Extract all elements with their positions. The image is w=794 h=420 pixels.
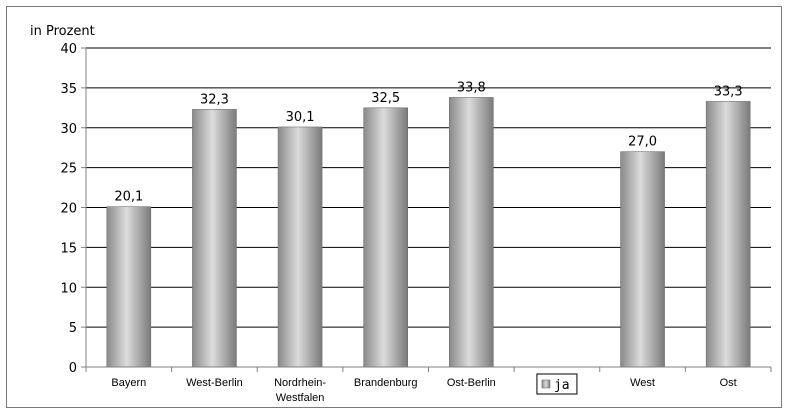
x-category-label: Nordrhein-: [274, 377, 326, 389]
data-label: 30,1: [286, 110, 315, 125]
bar-west-berlin: [192, 109, 237, 368]
x-axis-categories: Bayern West-Berlin Nordrhein- Westfalen Bran…: [111, 377, 736, 404]
y-axis-label: in Prozent: [30, 24, 95, 39]
x-category-label: West-Berlin: [186, 377, 243, 389]
y-tick-label: 5: [69, 321, 77, 336]
data-label: 32,5: [371, 91, 400, 106]
legend: ja: [536, 373, 578, 395]
bar-ost: [705, 101, 751, 368]
data-labels: 20,1 32,3 30,1 32,5 33,8 27,0 33,3: [114, 80, 742, 204]
data-label: 27,0: [628, 135, 657, 150]
gridlines: [86, 47, 771, 328]
y-tick-label: 35: [60, 82, 77, 97]
legend-label: ja: [554, 378, 570, 393]
x-category-label: West: [630, 377, 655, 389]
bars: [106, 97, 751, 368]
y-tick-label: 25: [60, 162, 77, 177]
axes: [85, 48, 772, 372]
y-tick-label: 15: [60, 241, 77, 256]
legend-box: [536, 373, 578, 395]
bar-west: [620, 151, 665, 368]
data-label: 20,1: [114, 190, 143, 205]
data-label: 33,3: [714, 84, 743, 99]
y-tick-label: 10: [60, 281, 77, 296]
x-category-label: Brandenburg: [354, 377, 418, 389]
bar-brandenburg: [363, 107, 408, 368]
y-axis-ticks: 0 5 10 15 20 25 30 35 40: [60, 42, 86, 376]
bar-bayern: [106, 206, 152, 368]
data-label: 33,8: [457, 80, 486, 95]
y-tick-label: 0: [69, 361, 77, 376]
bar-ost-berlin: [449, 97, 494, 368]
legend-swatch: [541, 379, 551, 389]
x-category-label: Ost: [720, 377, 737, 389]
y-tick-label: 40: [60, 42, 77, 57]
x-category-label: Ost-Berlin: [447, 377, 496, 389]
x-category-label: Westfalen: [276, 392, 325, 404]
data-label: 32,3: [200, 92, 229, 107]
y-tick-label: 20: [60, 202, 77, 217]
bar-nordrhein-westfalen: [277, 126, 323, 368]
x-category-label: Bayern: [111, 377, 146, 389]
y-tick-label: 30: [60, 122, 77, 137]
